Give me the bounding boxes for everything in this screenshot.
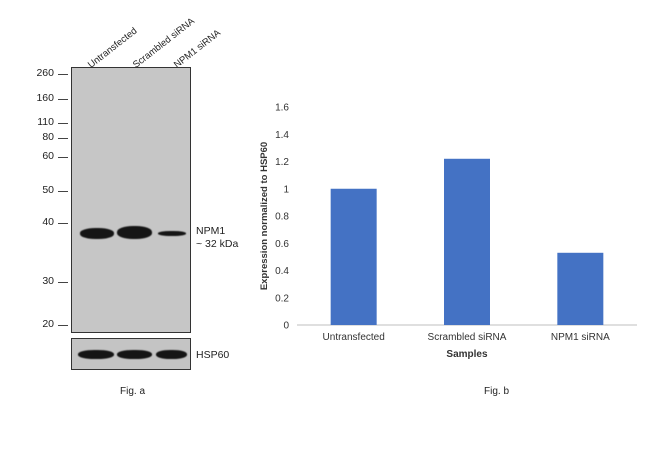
fig-b-caption: Fig. b <box>484 386 510 397</box>
marker-label-260: 260 <box>36 67 54 79</box>
marker-label-40: 40 <box>42 216 54 228</box>
x-tick-label: NPM1 siRNA <box>551 332 610 343</box>
marker-tick-60 <box>58 157 68 158</box>
x-tick-label: Untransfected <box>323 332 385 343</box>
y-axis-label: Expression normalized to HSP60 <box>259 142 270 290</box>
y-tick-label: 1.2 <box>275 157 289 168</box>
x-tick-label: Scrambled siRNA <box>428 332 507 343</box>
marker-tick-50 <box>58 191 68 192</box>
hsp60-band-untransfected <box>78 350 114 359</box>
y-tick-label: 0.2 <box>275 293 289 304</box>
lane-label-untransfected: Untransfected <box>86 25 140 71</box>
x-axis-label: Samples <box>446 349 488 360</box>
marker-label-110: 110 <box>37 116 54 128</box>
hsp60-label: HSP60 <box>196 349 230 361</box>
marker-tick-160 <box>58 99 68 100</box>
x-axis: Untransfected Scrambled siRNA NPM1 siRNA <box>297 324 637 343</box>
bar-untransfected <box>330 188 377 325</box>
marker-tick-40 <box>58 223 68 224</box>
y-axis: 0 0.2 0.4 0.6 0.8 1 1.2 1.4 1.6 <box>275 103 289 332</box>
marker-label-80: 80 <box>42 131 54 143</box>
y-tick-label: 0.6 <box>275 239 289 250</box>
marker-tick-20 <box>58 325 68 326</box>
y-tick-label: 1.4 <box>275 130 289 141</box>
marker-label-160: 160 <box>36 92 54 104</box>
marker-tick-110 <box>58 123 68 124</box>
npm1-band-label: NPM1 <box>196 225 226 237</box>
marker-label-50: 50 <box>42 184 54 196</box>
npm1-band-npm1-sirna <box>158 231 186 236</box>
bar-npm1-sirna <box>557 252 604 325</box>
y-tick-label: 1 <box>283 184 289 195</box>
y-tick-label: 0.4 <box>275 266 289 277</box>
marker-label-20: 20 <box>42 318 54 330</box>
npm1-band-scrambled-sirna <box>117 226 152 239</box>
y-tick-label: 0 <box>283 321 289 332</box>
y-tick-label: 1.6 <box>275 103 289 114</box>
fig-a-caption: Fig. a <box>120 386 146 397</box>
y-tick-label: 0.8 <box>275 212 289 223</box>
marker-tick-260 <box>58 74 68 75</box>
npm1-band-untransfected <box>80 228 114 239</box>
marker-tick-80 <box>58 138 68 139</box>
marker-tick-30 <box>58 282 68 283</box>
marker-label-60: 60 <box>42 150 54 162</box>
npm1-size-label: ~ 32 kDa <box>196 238 239 250</box>
hsp60-blot-panel <box>71 338 191 370</box>
bars <box>330 158 604 325</box>
bar-scrambled-sirna <box>444 158 490 325</box>
marker-label-30: 30 <box>42 275 54 287</box>
hsp60-band-scrambled-sirna <box>117 350 152 359</box>
npm1-blot-panel <box>71 67 191 333</box>
hsp60-band-npm1-sirna <box>156 350 187 359</box>
